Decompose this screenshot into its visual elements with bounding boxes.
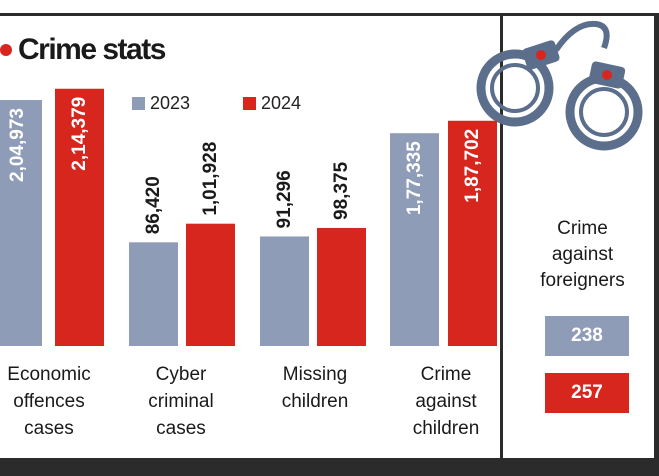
category-label-missing: Missing children <box>245 361 385 415</box>
category-line: offences <box>13 391 85 412</box>
data-label-2023: 91,296 <box>274 170 295 228</box>
foreigners-title-line: foreigners <box>540 270 625 291</box>
category-label-cyber: Cyber criminal cases <box>111 361 251 442</box>
bottom-border <box>0 458 659 476</box>
legend-item-2023: 2023 <box>132 93 190 114</box>
bar-2023 <box>260 236 309 346</box>
legend-item-2024: 2024 <box>243 93 301 114</box>
category-label-crime-children: Crime against children <box>376 361 516 442</box>
data-label-2023: 1,77,335 <box>404 141 425 215</box>
chart-title-text: Crime stats <box>18 33 166 66</box>
legend-swatch-2024 <box>243 97 256 110</box>
handcuff-right-keyhole-icon <box>602 70 612 80</box>
data-label-2024: 98,375 <box>331 161 352 220</box>
top-band <box>0 0 659 14</box>
title-bullet <box>0 44 12 56</box>
foreigners-2023-box: 238 <box>545 316 629 356</box>
data-label-2024: 2,14,379 <box>69 97 90 171</box>
category-line: Crime <box>420 364 472 385</box>
handcuff-chain-icon <box>553 20 610 52</box>
foreigners-2024-value: 257 <box>571 382 603 403</box>
category-line: children <box>412 418 480 439</box>
handcuff-left-ring-icon-inner <box>490 63 540 113</box>
panel-divider <box>500 16 503 458</box>
top-border <box>0 13 659 16</box>
chart-title: Crime stats <box>0 30 166 70</box>
category-line: Cyber <box>155 364 207 385</box>
foreigners-2023-value: 238 <box>571 325 603 346</box>
category-line: Missing <box>282 364 348 385</box>
handcuff-right-ring-icon-inner <box>579 87 629 137</box>
category-line: criminal <box>148 391 214 412</box>
legend-label-2024: 2024 <box>261 93 302 113</box>
category-line: cases <box>156 418 206 439</box>
category-line: against <box>415 391 477 412</box>
bar-2023 <box>0 100 42 346</box>
category-line: Economic <box>7 364 91 385</box>
foreigners-title-line: against <box>551 244 614 265</box>
bar-2023 <box>390 133 439 346</box>
bar-2024 <box>55 88 104 346</box>
foreigners-title-line: Crime <box>557 218 608 239</box>
data-label-2023: 2,04,973 <box>7 108 28 182</box>
data-label-2024: 1,87,702 <box>462 129 483 203</box>
bar-2024 <box>186 223 235 346</box>
handcuff-left-keyhole-icon <box>536 50 546 60</box>
category-line: children <box>281 391 349 412</box>
category-line: cases <box>24 418 74 439</box>
data-label-2024: 1,01,928 <box>200 142 221 216</box>
right-border <box>654 13 659 463</box>
foreigners-2024-box: 257 <box>545 373 629 413</box>
bar-2023 <box>129 242 178 346</box>
foreigners-panel-title: Crime against foreigners <box>525 216 640 294</box>
legend-swatch-2023 <box>132 97 145 110</box>
legend-label-2023: 2023 <box>150 93 191 113</box>
category-label-economic: Economic offences cases <box>0 361 119 442</box>
bar-2024 <box>317 227 366 346</box>
bar-2024 <box>448 120 497 346</box>
data-label-2023: 86,420 <box>143 176 164 234</box>
handcuff-left-ring-icon <box>476 49 554 127</box>
